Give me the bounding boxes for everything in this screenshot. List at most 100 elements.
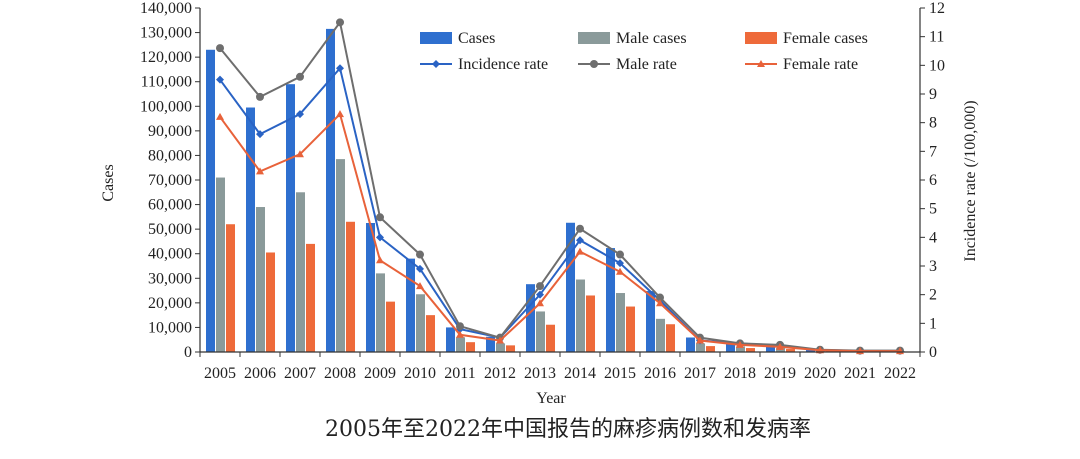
bar-male-cases — [736, 346, 745, 352]
point-male-rate — [656, 293, 664, 302]
legend-label: Female rate — [783, 56, 858, 73]
bar-male-cases — [696, 343, 705, 352]
point-incidence-rate — [376, 233, 384, 242]
y2-axis-title: Incidence rate (/100,000) — [962, 100, 979, 261]
y-tick-label: 130,000 — [140, 25, 192, 42]
legend-label: Male rate — [616, 56, 677, 73]
bar-cases — [686, 337, 695, 352]
point-female-rate — [216, 112, 224, 120]
y-tick-label: 90,000 — [148, 123, 192, 140]
y2-tick-label: 0 — [929, 344, 937, 361]
point-incidence-rate — [216, 75, 224, 84]
bar-cases — [606, 248, 615, 352]
y2-tick-label: 10 — [929, 57, 945, 74]
y-tick-label: 50,000 — [148, 221, 192, 238]
x-tick-label: 2008 — [324, 365, 356, 382]
point-incidence-rate — [576, 236, 584, 245]
line-incidence-rate — [219, 66, 900, 352]
point-male-rate — [216, 44, 224, 53]
point-female-rate — [456, 330, 464, 338]
point-male-rate — [456, 322, 464, 331]
bar-cases — [566, 222, 575, 352]
point-incidence-rate — [256, 130, 264, 139]
point-male-rate — [616, 250, 624, 259]
bar-female-cases — [226, 224, 235, 352]
x-tick-label: 2009 — [364, 365, 396, 382]
bar-female-cases — [786, 349, 795, 352]
bar-female-cases — [666, 324, 675, 352]
y2-tick-label: 4 — [929, 229, 937, 246]
bar-female-cases — [306, 243, 315, 352]
y2-tick-label: 2 — [929, 287, 937, 304]
point-male-rate — [576, 224, 584, 233]
y2-tick-label: 6 — [929, 172, 937, 189]
y2-tick-label: 3 — [929, 258, 937, 275]
point-female-rate — [496, 336, 504, 344]
bar-female-cases — [546, 324, 555, 352]
legend-swatch-male-cases — [578, 32, 610, 44]
bar-male-cases — [776, 347, 785, 352]
y-tick-label: 70,000 — [148, 172, 192, 189]
legend-swatch-female-cases — [745, 32, 777, 44]
bar-cases — [326, 28, 335, 353]
y-tick-label: 120,000 — [140, 49, 192, 66]
point-incidence-rate — [616, 259, 624, 268]
legend-label: Female cases — [783, 30, 868, 47]
x-tick-label: 2007 — [284, 365, 316, 382]
point-female-rate — [296, 150, 304, 158]
point-incidence-rate — [536, 290, 544, 299]
y-tick-label: 60,000 — [148, 197, 192, 214]
bar-female-cases — [586, 295, 595, 352]
point-female-rate — [576, 247, 584, 255]
y-tick-label: 110,000 — [141, 74, 192, 91]
legend-label: Cases — [458, 30, 495, 47]
y2-tick-label: 5 — [929, 201, 937, 218]
bar-cases — [526, 284, 535, 352]
bar-female-cases — [386, 301, 395, 352]
x-tick-label: 2014 — [564, 365, 596, 382]
y2-tick-label: 7 — [929, 143, 937, 160]
point-female-rate — [416, 282, 424, 290]
x-axis-title: Year — [536, 390, 566, 407]
bar-cases — [646, 291, 655, 352]
bar-male-cases — [576, 279, 585, 352]
bar-cases — [486, 336, 495, 352]
legend-marker-incidence-rate — [432, 60, 440, 68]
bar-female-cases — [506, 345, 515, 352]
y-tick-label: 10,000 — [148, 319, 192, 336]
bar-male-cases — [296, 192, 305, 352]
y-tick-label: 100,000 — [140, 98, 192, 115]
point-female-rate — [256, 167, 264, 175]
bar-male-cases — [496, 343, 505, 352]
bar-cases — [366, 223, 375, 352]
legend-swatch-cases — [420, 32, 452, 44]
point-male-rate — [336, 18, 344, 27]
legend-label: Male cases — [616, 30, 687, 47]
bar-cases — [446, 327, 455, 352]
bar-male-cases — [416, 294, 425, 352]
x-tick-label: 2011 — [444, 365, 475, 382]
point-male-rate — [296, 72, 304, 81]
x-tick-label: 2018 — [724, 365, 756, 382]
y2-tick-label: 11 — [929, 29, 944, 46]
bar-female-cases — [746, 348, 755, 352]
x-tick-label: 2013 — [524, 365, 556, 382]
bar-cases — [286, 84, 295, 353]
x-tick-label: 2021 — [844, 365, 876, 382]
line-female-rate — [219, 112, 900, 353]
x-tick-label: 2005 — [204, 365, 236, 382]
y-tick-label: 20,000 — [148, 295, 192, 312]
bar-male-cases — [456, 337, 465, 352]
bar-cases — [206, 49, 215, 353]
point-male-rate — [256, 92, 264, 101]
point-male-rate — [416, 250, 424, 259]
x-tick-label: 2015 — [604, 365, 636, 382]
chart-caption: 2005年至2022年中国报告的麻疹病例数和发病率 — [325, 417, 811, 442]
bar-female-cases — [426, 315, 435, 352]
legend-label: Incidence rate — [458, 56, 548, 73]
y2-tick-label: 12 — [929, 0, 945, 17]
bar-female-cases — [626, 306, 635, 352]
bar-cases — [806, 349, 815, 352]
bar-cases — [766, 344, 775, 352]
bar-male-cases — [616, 293, 625, 352]
